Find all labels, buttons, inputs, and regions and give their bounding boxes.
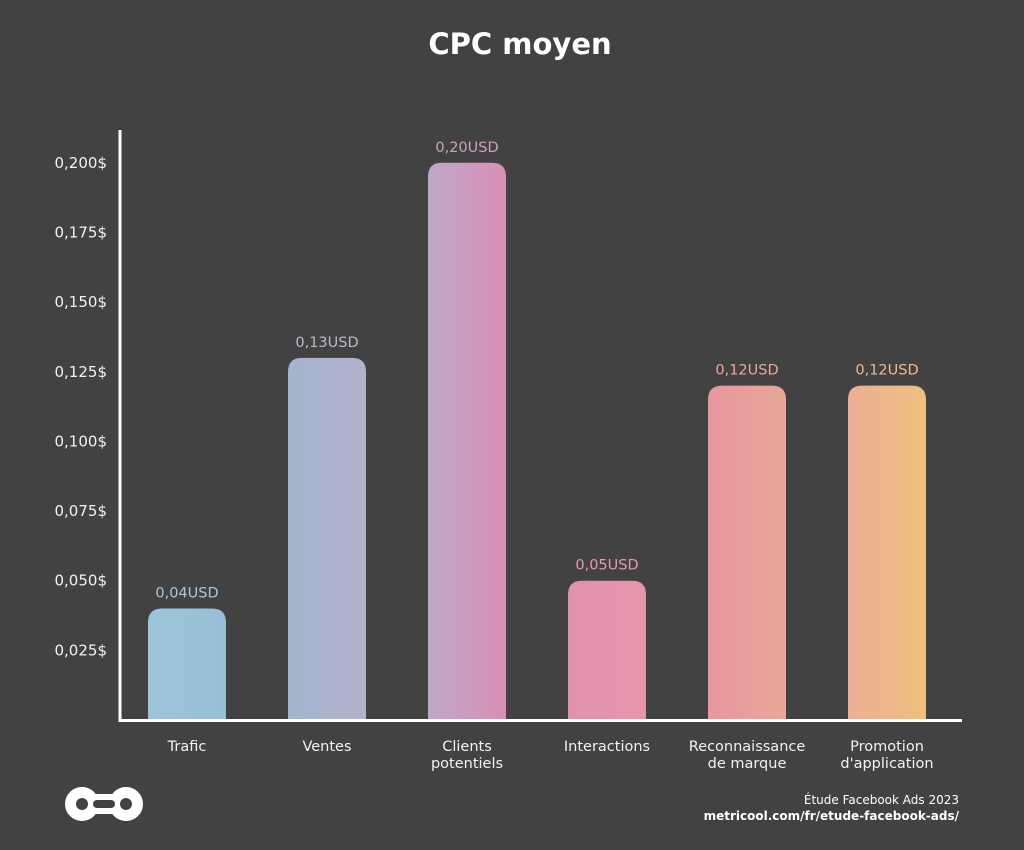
y-axis-ticks: 0,025$ 0,050$ 0,075$ 0,100$ 0,125$ 0,150$ 0,17… (55, 154, 108, 660)
y-tick-label: 0,150$ (55, 293, 108, 311)
data-label: 0,05USD (575, 558, 638, 574)
y-tick-label: 0,100$ (55, 432, 108, 450)
data-label: 0,12USD (855, 363, 918, 379)
x-tick-label: Promotion (850, 739, 924, 755)
x-tick-label: Trafic (167, 739, 207, 755)
data-label: 0,12USD (715, 363, 778, 379)
data-label: 0,20USD (435, 140, 498, 156)
bar-4 (708, 385, 786, 720)
chart-title: CPC moyen (428, 27, 611, 61)
x-tick-label: Reconnaissance (689, 739, 806, 755)
x-tick-label: Clients (442, 739, 492, 755)
data-label: 0,13USD (295, 335, 358, 351)
x-tick-label: d'application (840, 756, 933, 772)
bar-0 (148, 608, 226, 720)
y-tick-label: 0,125$ (55, 363, 108, 381)
bar-3 (568, 580, 646, 720)
source-line-1: Étude Facebook Ads 2023 (804, 792, 959, 807)
bar-1 (288, 357, 366, 720)
bar-5 (848, 385, 926, 720)
data-labels: 0,04USD 0,13USD 0,20USD 0,05USD 0,12USD 0,12U… (155, 140, 918, 602)
bar-2 (428, 162, 506, 721)
x-tick-label: potentiels (431, 756, 503, 772)
metricool-logo-icon (65, 787, 143, 821)
bars (148, 162, 926, 721)
y-tick-label: 0,200$ (55, 154, 108, 172)
y-tick-label: 0,025$ (55, 641, 108, 659)
data-label: 0,04USD (155, 586, 218, 602)
source-line-2: metricool.com/fr/etude-facebook-ads/ (704, 809, 960, 823)
x-tick-label: de marque (708, 756, 787, 772)
y-tick-label: 0,050$ (55, 572, 108, 590)
y-tick-label: 0,075$ (55, 502, 108, 520)
y-tick-label: 0,175$ (55, 223, 108, 241)
x-tick-label: Ventes (302, 739, 351, 755)
x-tick-label: Interactions (564, 739, 650, 755)
